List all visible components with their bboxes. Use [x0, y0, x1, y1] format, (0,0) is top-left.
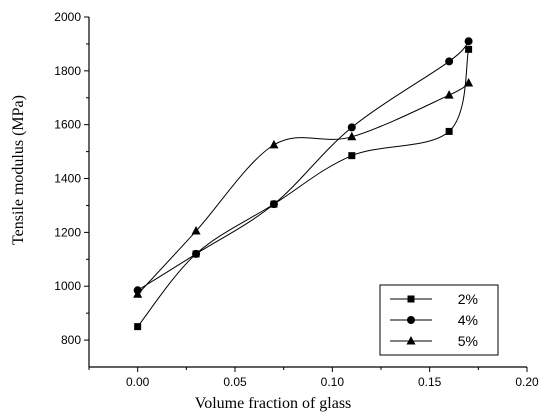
series-line-square [137, 49, 470, 327]
data-point-square [445, 127, 453, 135]
x-tick-label: 0.05 [223, 375, 247, 389]
data-point-square [348, 152, 356, 160]
x-tick-label: 0.15 [418, 375, 442, 389]
data-point-square [134, 323, 142, 331]
y-tick-label: 1400 [54, 172, 81, 186]
x-tick-label: 0.00 [126, 375, 150, 389]
y-tick-label: 2000 [54, 10, 81, 24]
data-point-triangle [444, 90, 454, 99]
data-point-circle [347, 123, 356, 132]
series-line-circle [137, 40, 469, 291]
y-tick-label: 1600 [54, 118, 81, 132]
legend: 2% 4% 5% [379, 284, 499, 356]
y-tick-label: 1200 [54, 225, 81, 239]
data-point-circle [269, 200, 278, 209]
legend-marker-square [407, 295, 415, 303]
data-point-triangle [347, 131, 357, 141]
data-point-square [465, 45, 473, 53]
legend-label: 4% [458, 312, 478, 328]
data-point-circle [192, 249, 201, 258]
x-axis-title: Volume fraction of glass [195, 395, 352, 412]
data-point-triangle [464, 77, 474, 87]
legend-label: 2% [458, 291, 478, 307]
y-axis-ticks: 800 1000 1200 1400 1600 1800 2000 [54, 10, 89, 347]
x-tick-label: 0.10 [321, 375, 345, 389]
data-point-circle [445, 57, 454, 66]
data-point-triangle [133, 289, 143, 298]
plot-frame [88, 17, 527, 368]
data-point-circle [464, 37, 473, 46]
y-tick-label: 800 [61, 333, 81, 347]
data-point-triangle [191, 226, 201, 235]
x-axis-ticks: 0.00 0.05 0.10 0.15 0.20 [88, 367, 539, 389]
legend-marker-circle [407, 316, 415, 324]
legend-marker-triangle [406, 336, 416, 345]
y-tick-label: 1000 [54, 279, 81, 293]
y-tick-label: 1800 [54, 64, 81, 78]
x-tick-label: 0.20 [515, 375, 539, 389]
y-axis-title: Tensile modulus (MPa) [10, 95, 27, 245]
series-curves [137, 40, 470, 327]
legend-label: 5% [458, 333, 478, 349]
data-point-triangle [269, 139, 279, 149]
series-markers [133, 37, 474, 331]
